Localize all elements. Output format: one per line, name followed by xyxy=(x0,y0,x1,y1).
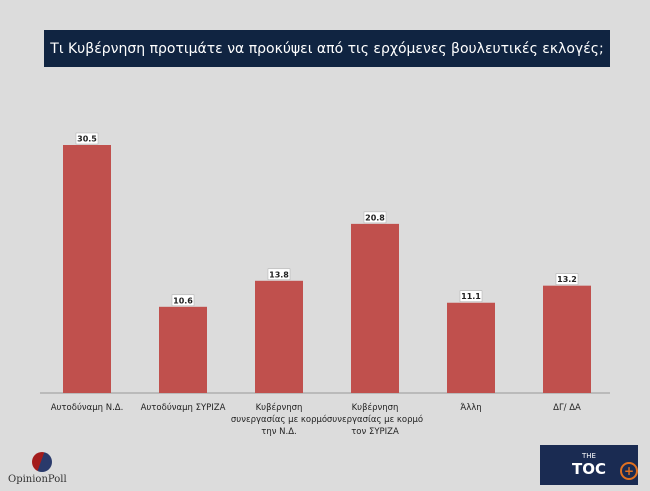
bar xyxy=(255,280,303,393)
data-label: 11.1 xyxy=(461,292,481,301)
x-tick-label: Αυτοδύναμη ΣΥΡΙΖΑ xyxy=(140,403,226,413)
bar xyxy=(351,223,399,393)
data-label: 13.8 xyxy=(269,270,289,279)
logo-top: THE xyxy=(582,452,596,460)
x-tick-label: Αυτοδύναμη Ν.Δ. xyxy=(50,403,124,413)
data-label: 13.2 xyxy=(557,275,577,284)
x-tick-label: Άλλη xyxy=(460,403,482,413)
data-label-box xyxy=(267,268,291,281)
bar xyxy=(63,145,111,393)
data-label-box xyxy=(75,132,99,145)
data-label-box xyxy=(555,273,579,285)
x-tick-label: Κυβέρνηση συνεργασίας με κορμό τον ΣΥΡΙΖ… xyxy=(326,403,424,437)
data-label-box xyxy=(363,211,387,224)
data-label: 20.8 xyxy=(365,213,385,222)
bar xyxy=(543,285,591,393)
data-label-box xyxy=(171,294,195,307)
data-label-box xyxy=(459,290,483,302)
data-label: 30.5 xyxy=(77,135,97,144)
bar xyxy=(159,306,207,393)
data-label: 10.6 xyxy=(173,296,193,305)
logo-text: OpinionPoll xyxy=(8,474,67,485)
x-tick-label: Κυβέρνηση συνεργασίας με κορμό την Ν.Δ. xyxy=(230,403,328,437)
x-tick-label: ΔΓ/ ΔΑ xyxy=(553,403,581,413)
chart-title: Τι Κυβέρνηση προτιμάτε να προκύψει από τ… xyxy=(44,30,610,67)
logo-text: TOC xyxy=(572,460,606,478)
bar xyxy=(447,302,495,393)
logo-mark-icon xyxy=(32,452,52,472)
zoom-in-icon[interactable]: + xyxy=(620,462,638,480)
